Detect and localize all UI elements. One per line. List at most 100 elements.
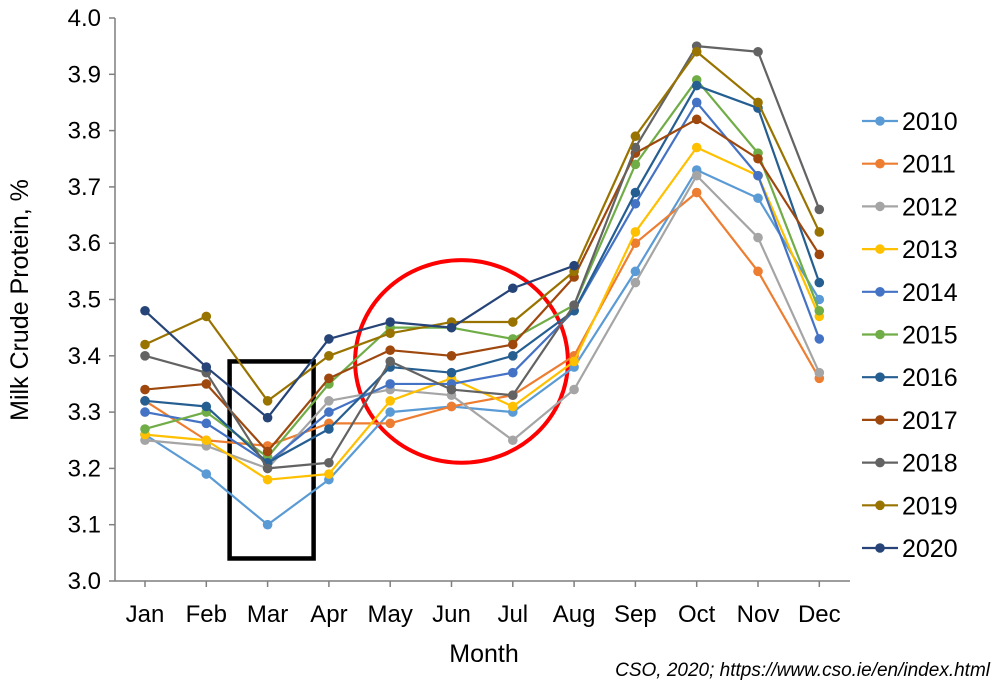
data-point [814, 227, 825, 237]
series-layer [140, 41, 825, 530]
legend-label: 2017 [902, 407, 958, 435]
data-point [262, 446, 273, 457]
data-point [446, 322, 457, 333]
data-point [140, 407, 150, 417]
y-tick-label: 3.3 [68, 399, 101, 426]
data-point [630, 238, 641, 248]
series-line [144, 174, 821, 470]
x-tick-label: Aug [553, 601, 596, 628]
data-point [262, 463, 273, 474]
legend-item: 2011 [862, 151, 956, 179]
data-point [753, 193, 763, 203]
series-line [144, 264, 575, 419]
data-point [446, 384, 457, 395]
series-2019 [140, 46, 825, 406]
data-point [140, 424, 150, 434]
legend-label: 2020 [902, 535, 958, 563]
data-point [691, 97, 702, 108]
y-axis-title: Milk Crude Protein, % [6, 179, 34, 421]
legend-swatch-marker [875, 287, 885, 297]
data-point [324, 407, 334, 417]
series-line [144, 191, 821, 447]
legend-swatch-marker [875, 158, 885, 169]
data-point [691, 142, 702, 153]
legend-swatch-marker [875, 415, 885, 425]
legend-swatch-marker [875, 372, 885, 383]
legend-label: 2018 [902, 450, 958, 478]
legend-swatch-marker [875, 543, 885, 553]
data-point [508, 351, 518, 361]
data-point [262, 474, 273, 485]
y-tick-label: 3.4 [68, 343, 101, 370]
legend-item: 2018 [862, 450, 958, 478]
x-tick-label: Jun [432, 601, 471, 628]
series-2017 [140, 114, 825, 457]
data-point [814, 305, 825, 316]
data-point [446, 401, 457, 412]
data-point [201, 469, 212, 479]
y-tick-labels: 3.0 3.1 3.2 3.3 3.4 3.5 3.6 3.7 3.8 3.9 4.0 [68, 5, 115, 595]
y-tick-label: 3.6 [68, 230, 101, 257]
data-point [508, 367, 518, 378]
x-tick-label: Nov [737, 601, 780, 628]
legend-label: 2011 [902, 151, 956, 179]
data-point [140, 339, 150, 350]
y-tick-label: 4.0 [68, 5, 101, 32]
data-point [385, 418, 396, 429]
x-tick-label: Dec [798, 601, 841, 628]
legend-label: 2015 [902, 322, 958, 350]
data-point [140, 351, 150, 361]
data-point [385, 396, 396, 406]
legend-item: 2017 [862, 407, 958, 435]
series-2013 [140, 142, 825, 485]
legend-label: 2016 [902, 364, 958, 392]
series-line [144, 101, 821, 464]
data-point [324, 424, 334, 434]
data-point [140, 305, 150, 316]
data-point [324, 457, 334, 468]
x-tick-label: Apr [310, 601, 347, 628]
data-point [569, 300, 579, 310]
legend-label: 2013 [902, 236, 958, 264]
data-point [385, 345, 396, 355]
series-2018 [140, 41, 825, 474]
data-point [691, 187, 702, 198]
legend: 2010 2011 2012 2013 2014 2015 2016 2017 2018 2019… [862, 108, 958, 563]
data-point [508, 401, 518, 412]
y-tick-label: 3.0 [68, 568, 101, 595]
highlight-rectangle [227, 359, 316, 561]
source-note: CSO, 2020; https://www.cso.ie/en/index.h… [615, 660, 991, 681]
data-point [324, 469, 334, 479]
data-point [508, 390, 518, 401]
data-point [201, 401, 212, 412]
data-point [140, 384, 150, 395]
data-point [324, 351, 334, 361]
data-point [324, 373, 334, 384]
x-tick-label: Feb [186, 601, 227, 628]
data-point [814, 334, 825, 344]
data-point [753, 46, 763, 57]
legend-label: 2010 [902, 108, 958, 136]
series-line [144, 50, 821, 402]
data-point [814, 249, 825, 260]
data-point [630, 266, 641, 277]
y-tick-label: 3.9 [68, 61, 101, 88]
legend-label: 2012 [902, 193, 958, 221]
data-point [630, 187, 641, 198]
y-tick-label: 3.1 [68, 512, 101, 539]
data-point [508, 317, 518, 327]
data-point [753, 232, 763, 243]
data-point [691, 46, 702, 57]
legend-swatch-marker [875, 500, 885, 511]
series-2014 [140, 97, 825, 468]
data-point [262, 396, 273, 406]
data-point [691, 170, 702, 181]
x-tick-label: Jan [126, 601, 165, 628]
legend-item: 2019 [862, 492, 958, 520]
data-point [385, 356, 396, 367]
series-line [144, 78, 821, 459]
legend-swatch-marker [875, 329, 885, 340]
data-point [385, 407, 396, 417]
